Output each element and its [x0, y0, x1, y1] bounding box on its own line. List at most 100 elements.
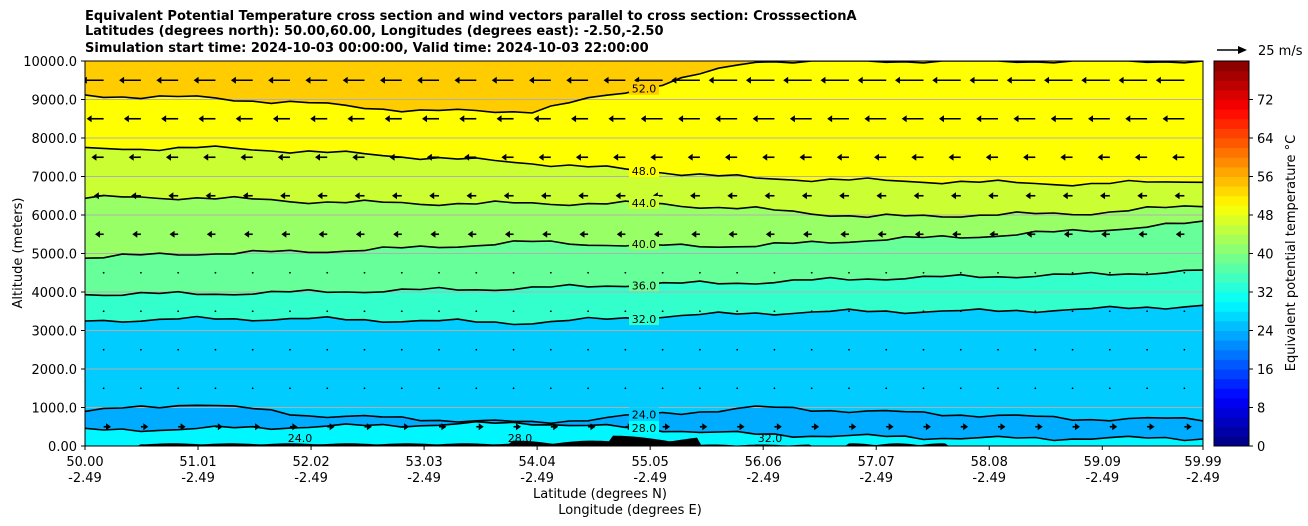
- y-tick-label-10: 10000.0: [23, 55, 77, 70]
- wind-vector: [422, 115, 440, 123]
- contour-label-bg-32: [629, 312, 659, 326]
- colorbar-segment: [1214, 417, 1249, 428]
- wind-vector: [277, 153, 290, 161]
- wind-vector: [727, 192, 738, 200]
- wind-vector: [997, 348, 999, 351]
- wind-vector: [95, 230, 104, 238]
- wind-vector: [960, 423, 969, 431]
- wind-vector: [687, 153, 700, 161]
- wind-vector: [1155, 76, 1185, 84]
- wind-vector: [989, 230, 999, 238]
- wind-vector: [773, 310, 776, 313]
- wind-vector: [764, 192, 775, 200]
- wind-vector: [466, 192, 477, 200]
- wind-vector: [140, 310, 142, 313]
- quiver-key-arrowhead-icon: [1238, 46, 1247, 54]
- x-tick-label-lon-6: -2.49: [746, 471, 780, 486]
- wind-vector: [579, 230, 589, 238]
- wind-vector: [538, 153, 551, 161]
- wind-vector: [1146, 310, 1148, 313]
- colorbar-segment: [1214, 118, 1249, 129]
- wind-vector: [327, 423, 335, 431]
- wind-vector: [289, 348, 291, 351]
- colorbar-segment: [1214, 61, 1249, 72]
- wind-vector: [1062, 192, 1073, 200]
- wind-vector: [1162, 115, 1185, 123]
- wind-vector: [240, 153, 253, 161]
- wind-vector: [840, 230, 849, 238]
- wind-vector: [959, 387, 962, 390]
- x-tick-label-lat-3: 53.03: [405, 455, 442, 470]
- wind-vector: [566, 76, 589, 84]
- wind-vector: [728, 230, 738, 238]
- wind-vector: [476, 423, 484, 431]
- colorbar-tick-label-4: 32: [1257, 286, 1274, 301]
- colorbar-segment: [1214, 272, 1249, 283]
- wind-vector: [244, 230, 253, 238]
- wind-vector: [762, 153, 775, 161]
- contour-label-44: 44.0: [632, 197, 657, 210]
- contour-label-40: 40.0: [632, 238, 657, 251]
- colorbar-tick-label-8: 64: [1257, 132, 1274, 147]
- wind-vector: [355, 230, 365, 238]
- wind-vector: [1183, 271, 1186, 274]
- wind-vector: [724, 153, 738, 161]
- y-tick-label-0: 0.00: [48, 440, 77, 455]
- wind-vector: [549, 310, 552, 313]
- contour-label-48: 48.0: [632, 165, 657, 178]
- wind-vector: [475, 271, 478, 274]
- colorbar-tick-label-3: 24: [1257, 325, 1274, 340]
- wind-vector: [363, 387, 366, 390]
- wind-vector: [391, 192, 402, 200]
- y-axis: 0.00 1000.0 2000.0 3000.0 4000.0 5000.0 6000.0…: [23, 55, 85, 455]
- wind-vector: [177, 271, 180, 274]
- wind-vector: [877, 230, 887, 238]
- wind-vector: [504, 230, 514, 238]
- wind-vector: [102, 310, 105, 313]
- wind-vector: [773, 387, 776, 390]
- x-tick-label-lat-5: 55.05: [632, 455, 669, 470]
- wind-vector: [848, 387, 850, 390]
- wind-vector: [874, 153, 887, 161]
- x-tick-label-lat-0: 50.00: [66, 455, 103, 470]
- colorbar-segment: [1214, 70, 1249, 81]
- wind-vector: [503, 192, 514, 200]
- colorbar-segment: [1214, 109, 1249, 120]
- colorbar: 0 8 16 24 32 40 48 56 64 72: [1213, 60, 1274, 455]
- wind-vector: [708, 76, 738, 84]
- wind-vector: [836, 153, 849, 161]
- chart-title: Equivalent Potential Temperature cross s…: [85, 9, 857, 56]
- wind-vector: [438, 310, 440, 313]
- y-tick-label-3: 3000.0: [32, 325, 78, 340]
- wind-vector: [894, 76, 924, 84]
- wind-vector: [1101, 230, 1110, 238]
- wind-vector: [789, 115, 812, 123]
- colorbar-label: Equivalent potential temperature °C: [1284, 135, 1299, 371]
- wind-vector: [575, 153, 589, 161]
- wind-vector: [393, 230, 402, 238]
- wind-vector: [438, 348, 440, 351]
- wind-vector: [810, 387, 813, 390]
- wind-vector: [938, 115, 961, 123]
- y-tick-label-9: 9000.0: [32, 94, 78, 109]
- colorbar-segment: [1214, 320, 1249, 331]
- wind-vector: [616, 230, 626, 238]
- wind-vector: [326, 387, 329, 390]
- wind-vector: [230, 76, 253, 84]
- wind-vector: [205, 192, 216, 200]
- wind-vector: [103, 423, 112, 431]
- wind-vector: [289, 271, 291, 274]
- wind-vector: [1146, 271, 1148, 274]
- wind-vector: [885, 348, 888, 351]
- contour-label-bg-40: [629, 236, 659, 250]
- colorbar-segment: [1214, 359, 1249, 370]
- wind-vector: [384, 115, 402, 123]
- wind-vector: [801, 192, 812, 200]
- wind-vector: [177, 310, 180, 313]
- wind-vector: [464, 153, 477, 161]
- wind-vector: [959, 271, 962, 274]
- wind-vector: [354, 192, 365, 200]
- x-tick-label-lat-9: 59.09: [1084, 455, 1121, 470]
- contour-label-32: 32.0: [632, 313, 657, 326]
- wind-vector: [613, 153, 626, 161]
